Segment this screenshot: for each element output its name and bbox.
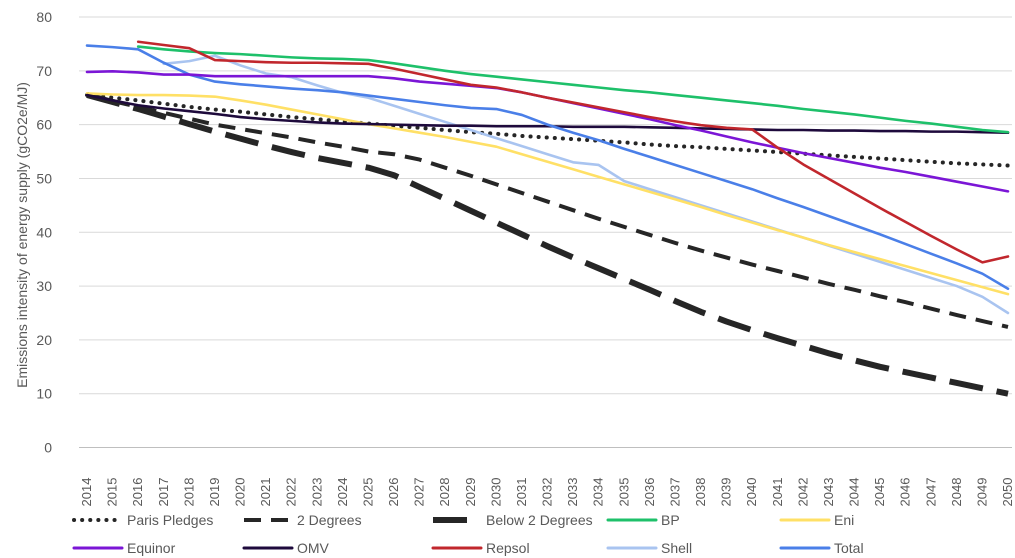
y-tick-labels: 0 10 20 30 40 50 60 70 80 [36,9,52,456]
x-tick-label: 2045 [872,478,887,507]
y-tick-label: 60 [36,117,52,133]
legend-label: Equinor [127,540,176,556]
series-line-total [85,44,1010,291]
x-tick-label: 2041 [770,478,785,507]
series-lines [85,40,1010,397]
series-line-repsol [136,40,1010,264]
x-tick-label: 2015 [105,478,120,507]
x-tick-label: 2036 [642,478,657,507]
legend-label: BP [661,512,680,528]
x-tick-label: 2047 [923,478,938,507]
y-tick-label: 0 [44,440,52,456]
x-tick-label: 2022 [284,478,299,507]
x-tick-label: 2014 [79,478,94,507]
series-line-2-degrees [86,93,1009,329]
x-tick-label: 2021 [258,478,273,507]
x-tick-label: 2025 [360,478,375,507]
x-tick-label: 2038 [693,478,708,507]
legend-label: Paris Pledges [127,512,213,528]
x-tick-label: 2020 [233,478,248,507]
y-tick-label: 40 [36,224,52,240]
x-tick-label: 2029 [463,478,478,507]
x-tick-label: 2024 [335,478,350,507]
x-tick-label: 2037 [667,478,682,507]
x-tick-label: 2018 [181,478,196,507]
series-line-below-2-degrees [86,92,1009,397]
x-tick-label: 2044 [847,478,862,507]
x-tick-label: 2040 [744,478,759,507]
x-tick-label: 2042 [795,478,810,507]
y-tick-label: 70 [36,63,52,79]
x-tick-label: 2028 [437,478,452,507]
x-tick-label: 2039 [719,478,734,507]
x-tick-label: 2033 [565,478,580,507]
x-tick-label: 2048 [949,478,964,507]
y-tick-label: 50 [36,170,52,186]
x-tick-label: 2030 [488,478,503,507]
gridlines [79,16,1012,448]
legend-label: Shell [661,540,692,556]
series-line-omv [85,93,1010,134]
x-tick-label: 2049 [974,478,989,507]
x-tick-labels: 2014 2015 2016 2017 2018 2019 2020 2021 2022 2023… [79,478,1015,507]
legend-label: 2 Degrees [297,512,362,528]
x-tick-label: 2046 [898,478,913,507]
legend-label: OMV [297,540,330,556]
x-tick-label: 2027 [412,478,427,507]
y-tick-label: 80 [36,9,52,25]
x-tick-label: 2026 [386,478,401,507]
x-tick-label: 2023 [309,478,324,507]
legend-label: Below 2 Degrees [486,512,593,528]
legend-label: Repsol [486,540,530,556]
series-line-paris-pledges [85,93,1010,168]
x-tick-label: 2035 [616,478,631,507]
y-tick-label: 30 [36,278,52,294]
x-tick-label: 2019 [207,478,222,507]
x-tick-label: 2031 [514,478,529,507]
x-tick-label: 2034 [591,478,606,507]
x-tick-label: 2050 [1000,478,1015,507]
y-tick-label: 10 [36,386,52,402]
legend: Paris Pledges 2 Degrees Below 2 Degrees BP E… [72,512,864,556]
y-axis-label: Emissions intensity of energy supply (gC… [14,82,30,388]
series-line-bp [136,45,1010,134]
x-tick-label: 2032 [540,478,555,507]
x-tick-label: 2017 [156,478,171,507]
series-line-eni [85,92,1010,296]
y-tick-label: 20 [36,332,52,348]
x-tick-label: 2043 [821,478,836,507]
series-line-shell [162,54,1010,315]
x-tick-label: 2016 [130,478,145,507]
legend-label: Eni [834,512,854,528]
legend-label: Total [834,540,864,556]
